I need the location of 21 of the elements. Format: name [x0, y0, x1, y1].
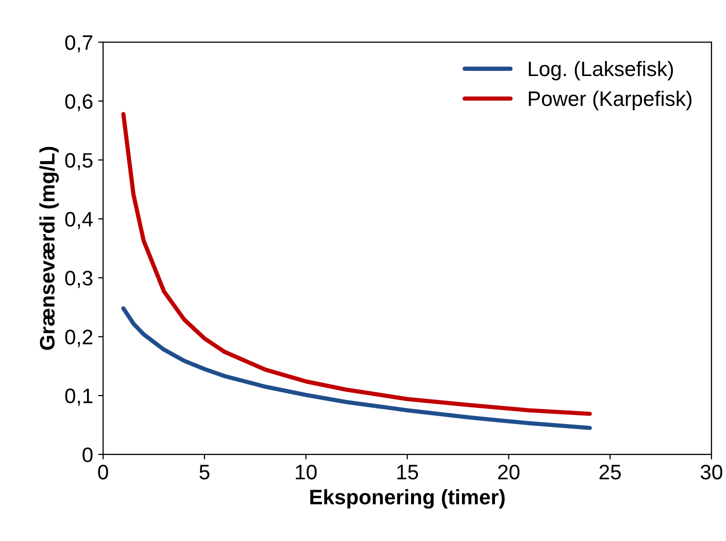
x-tick-label: 25: [600, 464, 621, 480]
y-tick-label: 0,1: [65, 388, 92, 406]
legend-label: Power (Karpefisk): [528, 90, 692, 110]
legend-label: Log. (Laksefisk): [528, 60, 673, 80]
x-axis-title: Eksponering (timer): [310, 489, 505, 509]
x-tick-label: 0: [98, 464, 108, 480]
y-tick-label: 0,4: [65, 212, 93, 230]
x-tick-label: 20: [498, 464, 520, 480]
y-axis-title: Grænseværdi (mg/L): [39, 146, 59, 350]
x-tick-label: 30: [700, 464, 722, 480]
y-tick-label: 0,2: [65, 330, 92, 347]
y-tick-label: 0,5: [65, 152, 92, 170]
x-tick-label: 10: [296, 464, 317, 480]
y-tick-label: 0,7: [65, 35, 92, 52]
x-tick-label: 15: [397, 464, 418, 480]
y-tick-label: 0,6: [65, 94, 92, 112]
line-series: [121, 306, 592, 430]
line-series: [121, 112, 592, 416]
x-tick-label: 5: [200, 464, 210, 480]
y-tick-label: 0,3: [65, 270, 92, 288]
y-tick-label: 0: [82, 447, 93, 462]
